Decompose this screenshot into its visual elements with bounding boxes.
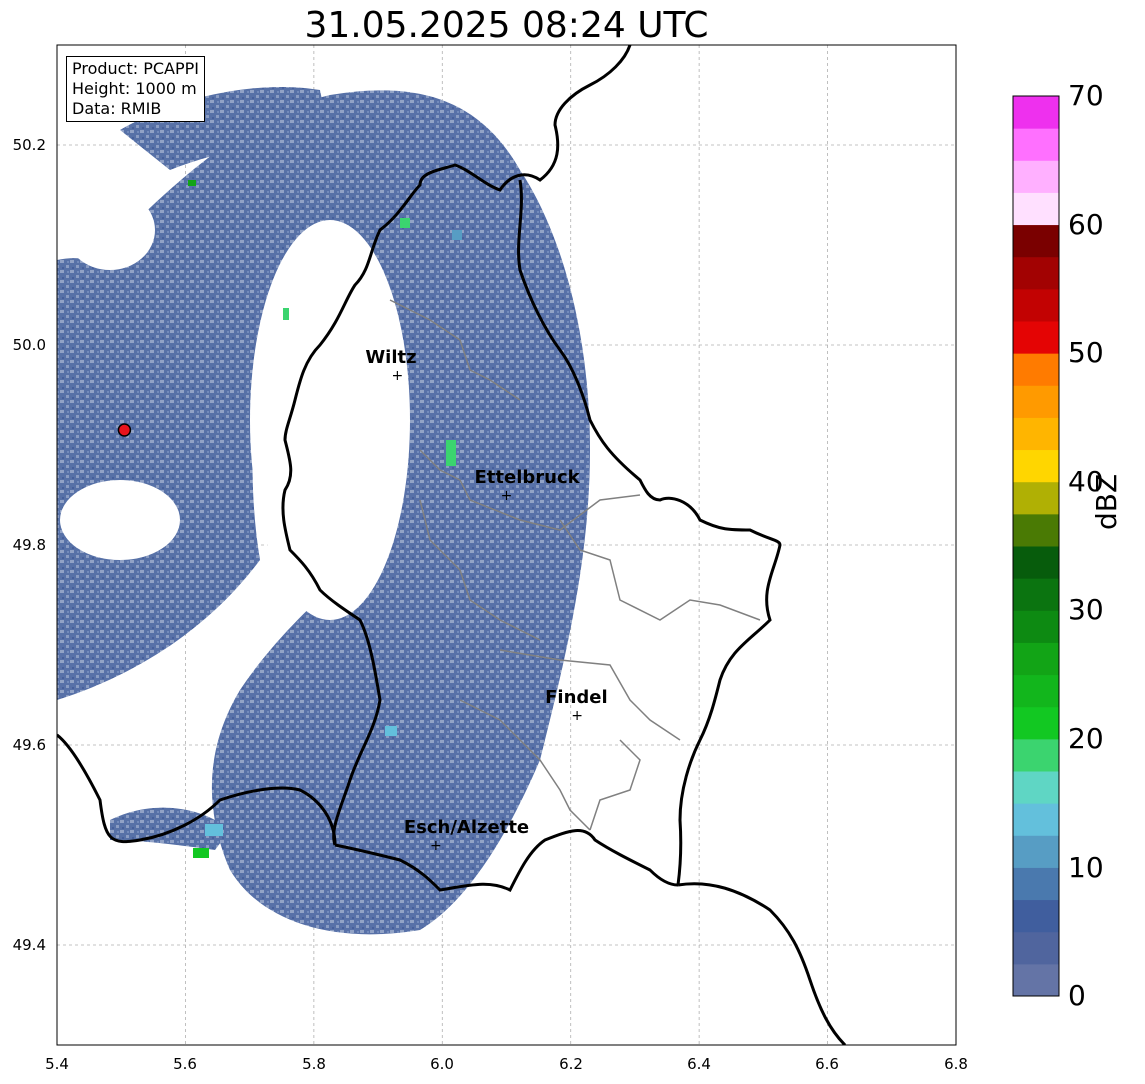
colorbar-segment [1013, 546, 1059, 579]
border-lu-fr [334, 829, 679, 893]
colorbar [1012, 95, 1060, 997]
y-tick-label: 49.6 [12, 736, 46, 754]
colorbar-tick-label: 20 [1068, 722, 1104, 755]
colorbar-segment [1013, 803, 1059, 836]
colorbar-segment [1013, 256, 1059, 290]
border-lu-de [517, 179, 782, 886]
colorbar-tick-label: 10 [1068, 851, 1104, 884]
city-marker: + [430, 838, 442, 854]
canton-boundaries [389, 299, 761, 831]
border-lu-be [281, 45, 632, 846]
map-title: 31.05.2025 08:24 UTC [304, 5, 709, 46]
x-tick-label: 6.4 [687, 1055, 711, 1073]
y-tick-label: 50.0 [12, 336, 46, 354]
colorbar-segment [1013, 674, 1059, 708]
echo-holes [60, 190, 410, 620]
city-label: Esch/Alzette [404, 817, 529, 838]
x-tick-label: 6.2 [559, 1055, 583, 1073]
echo-band-main [57, 90, 590, 935]
x-tick-label: 6.0 [430, 1055, 454, 1073]
data-source-text: Data: RMIB [72, 99, 162, 118]
colorbar-segment [1013, 449, 1059, 483]
colorbar-label: dBZ [1090, 473, 1123, 530]
colorbar-segment [1013, 771, 1059, 804]
x-tick-label: 5.6 [173, 1055, 197, 1073]
colorbar-segment [1013, 481, 1059, 515]
colorbar-segment [1013, 706, 1059, 740]
cities: +Wiltz+Ettelbruck+Findel+Esch/Alzette [365, 347, 607, 854]
border-fr-be [57, 733, 337, 846]
y-tick-label: 50.2 [12, 136, 46, 154]
colorbar-segment [1013, 353, 1059, 386]
colorbar-segment [1013, 867, 1059, 901]
radar-site-marker [117, 423, 132, 437]
colorbar-segment [1013, 160, 1059, 193]
y-tick-label: 49.4 [12, 936, 46, 954]
colorbar-segment [1013, 417, 1059, 451]
colorbar-segment [1013, 899, 1059, 933]
city-label: Wiltz [365, 347, 416, 368]
colorbar-segment [1013, 835, 1059, 868]
colorbar-segment [1013, 96, 1059, 129]
product-text: Product: PCAPPI [72, 59, 200, 78]
x-tick-label: 5.8 [302, 1055, 326, 1073]
colorbar-tick-label: 50 [1068, 336, 1104, 369]
city-marker: + [571, 708, 583, 724]
colorbar-segment [1013, 288, 1059, 322]
city-marker: + [501, 488, 513, 504]
colorbar-tick-label: 60 [1068, 208, 1104, 241]
colorbar-segment [1013, 513, 1059, 547]
colorbar-tick-label: 30 [1068, 593, 1104, 626]
colorbar-segment [1013, 578, 1059, 611]
city-label: Ettelbruck [475, 467, 581, 488]
x-tick-label: 5.4 [45, 1055, 69, 1073]
colorbar-segment [1013, 642, 1059, 676]
colorbar-tick-label: 40 [1068, 465, 1104, 498]
colorbar-segment [1013, 385, 1059, 418]
colorbar-segment [1013, 610, 1059, 643]
colorbar-segment [1013, 321, 1059, 354]
colorbar-tick-label: 70 [1068, 79, 1104, 112]
colorbar-segment [1013, 224, 1059, 258]
colorbar-segment [1013, 931, 1059, 965]
colorbar-tick-label: 0 [1068, 979, 1086, 1012]
echo-highlights [188, 180, 462, 858]
country-borders [57, 45, 847, 1045]
city-label: Findel [545, 687, 608, 708]
colorbar-segment [1013, 192, 1059, 226]
x-tick-label: 6.6 [815, 1055, 839, 1073]
x-tick-label: 6.8 [944, 1055, 968, 1073]
y-tick-label: 49.8 [12, 536, 46, 554]
colorbar-segment [1013, 738, 1059, 772]
height-text: Height: 1000 m [72, 79, 197, 98]
colorbar-frame [1012, 95, 1060, 997]
colorbar-segment [1013, 128, 1059, 161]
colorbar-segment [1013, 963, 1059, 997]
border-fr-de [677, 882, 847, 1045]
product-info-box: Product: PCAPPI Height: 1000 m Data: RMI… [66, 56, 206, 122]
city-marker: + [391, 368, 403, 384]
plot-frame [56, 44, 957, 1046]
